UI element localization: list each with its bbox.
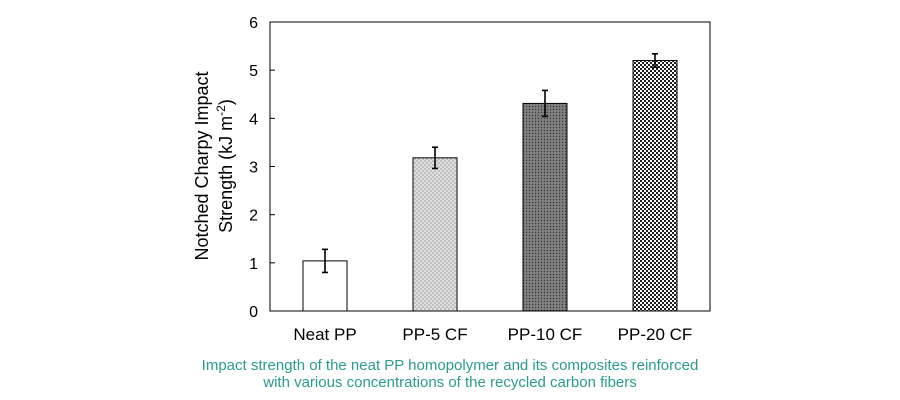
y-axis-ticks: 0 1 2 3 4 5 6 [249, 15, 275, 321]
bar-pp-20-cf [632, 60, 678, 312]
x-axis-tick-labels: Neat PP PP-5 CF PP-10 CF PP-20 CF [293, 325, 692, 344]
y-tick-label: 5 [249, 63, 258, 80]
y-tick-label: 4 [249, 111, 258, 128]
x-tick-label: PP-10 CF [508, 325, 583, 344]
y-tick-label: 3 [249, 160, 258, 177]
y-axis-label-superscript: -2 [214, 105, 228, 116]
y-axis-label-suffix: ) [216, 99, 236, 105]
figure-caption-line1: Impact strength of the neat PP homopolym… [201, 357, 699, 374]
bar-pp-10-cf [522, 102, 568, 312]
y-tick-label: 2 [249, 208, 258, 225]
y-tick-label: 6 [249, 15, 258, 32]
x-tick-label: PP-20 CF [618, 325, 693, 344]
y-axis-label-line1: Notched Charpy Impact [192, 71, 212, 260]
figure-caption-line2: with various concentrations of the recyc… [263, 374, 637, 391]
bar-pp-5-cf [412, 157, 458, 312]
bar-chart: 0 1 2 3 4 5 6 Neat PP PP-5 CF PP-10 CF PP-20 CF N… [192, 15, 711, 344]
y-axis-label-line2: Strength (kJ m-2) [214, 99, 236, 233]
y-tick-label: 1 [249, 256, 258, 273]
x-tick-label: PP-5 CF [402, 325, 467, 344]
y-tick-label: 0 [249, 304, 258, 321]
y-axis-label-prefix: Strength (kJ m [216, 116, 236, 233]
bars [302, 52, 678, 312]
x-tick-label: Neat PP [293, 325, 356, 344]
